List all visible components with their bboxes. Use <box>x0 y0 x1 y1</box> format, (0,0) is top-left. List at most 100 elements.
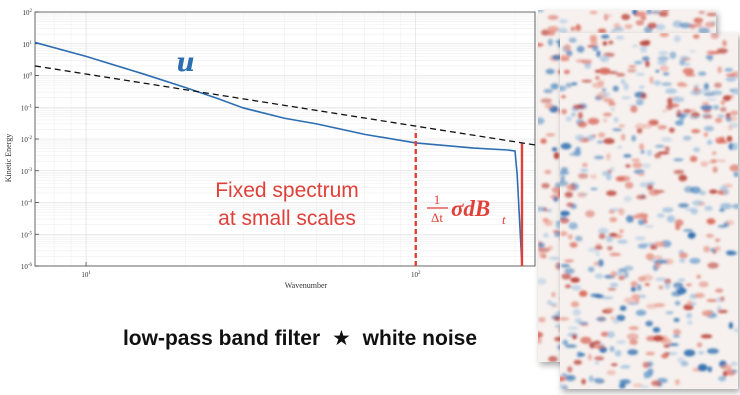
noise-blob <box>674 286 680 291</box>
noise-blob <box>603 13 609 21</box>
noise-blob <box>595 251 600 257</box>
noise-field-image-front <box>560 33 738 389</box>
noise-blob <box>631 135 636 142</box>
noise-blob <box>639 143 645 150</box>
noise-blob <box>720 185 728 191</box>
y-tick-exponent: -1 <box>28 104 33 109</box>
noise-blob <box>704 21 716 28</box>
noise-blob <box>727 124 733 131</box>
noise-field-front-pattern <box>560 33 738 389</box>
noise-blob <box>733 171 738 178</box>
y-tick-exponent: -5 <box>28 231 33 236</box>
noise-blob <box>664 146 670 152</box>
noise-blob <box>722 95 731 102</box>
noise-blob <box>571 285 582 291</box>
noise-blob <box>610 270 617 278</box>
noise-blob <box>694 23 703 28</box>
noise-blob <box>596 50 601 58</box>
noise-blob <box>703 125 715 132</box>
noise-blob <box>642 163 651 169</box>
noise-blob <box>658 51 669 55</box>
noise-blob <box>642 123 653 129</box>
noise-blob <box>538 242 545 248</box>
noise-blob <box>657 56 669 62</box>
noise-blob <box>678 252 688 259</box>
noise-blob <box>570 301 580 308</box>
noise-blob <box>587 353 592 361</box>
noise-blob <box>666 215 676 223</box>
noise-blob <box>580 168 589 172</box>
noise-blob <box>585 210 595 218</box>
formula-denominator: Δt <box>431 210 443 225</box>
noise-blob <box>661 82 672 87</box>
noise-blob <box>638 85 645 89</box>
noise-blob <box>628 326 639 331</box>
noise-blob <box>603 118 608 123</box>
noise-blob <box>594 273 604 279</box>
noise-blob <box>640 92 647 100</box>
noise-blob <box>568 222 578 230</box>
noise-blob <box>626 333 639 341</box>
noise-blob <box>619 305 627 311</box>
noise-blob <box>717 309 728 314</box>
noise-blob <box>560 317 570 321</box>
noise-blob <box>560 264 570 268</box>
noise-blob <box>594 378 605 384</box>
noise-blob <box>674 219 684 227</box>
noise-blob <box>621 133 626 141</box>
fixed-spectrum-line2: at small scales <box>218 207 356 230</box>
noise-blob <box>538 43 544 47</box>
noise-blob <box>693 17 704 24</box>
noise-blob <box>606 369 616 376</box>
noise-blob <box>630 281 638 287</box>
noise-blob <box>623 154 632 158</box>
noise-blob <box>538 331 543 338</box>
noise-blob <box>640 15 647 21</box>
noise-blob <box>606 190 617 196</box>
noise-blob <box>715 137 725 144</box>
noise-blob <box>560 180 569 187</box>
noise-blob <box>564 268 575 275</box>
noise-blob <box>589 34 598 42</box>
noise-blob <box>560 376 566 382</box>
noise-blob <box>643 376 650 379</box>
dashed-reference-line <box>34 65 536 146</box>
noise-blob <box>540 98 552 104</box>
noise-blob <box>728 322 733 329</box>
caption-right: white noise <box>362 327 478 350</box>
noise-blob <box>699 190 707 196</box>
noise-blob <box>582 162 588 168</box>
noise-blob <box>678 174 688 182</box>
noise-blob <box>682 135 692 141</box>
noise-blob <box>601 87 607 93</box>
noise-blob <box>655 69 660 73</box>
noise-blob <box>561 373 568 377</box>
noise-blob <box>665 311 674 315</box>
noise-blob <box>598 233 606 240</box>
noise-blob <box>578 173 589 179</box>
noise-blob <box>590 40 598 46</box>
noise-blob <box>674 379 680 386</box>
noise-blob <box>698 281 709 288</box>
noise-blob <box>708 56 713 62</box>
noise-blob <box>573 359 582 365</box>
noise-blob <box>543 232 549 238</box>
noise-blob <box>628 65 637 69</box>
noise-blob <box>665 88 677 94</box>
noise-blobs <box>560 33 738 389</box>
noise-blob <box>662 72 670 76</box>
noise-blob <box>675 224 681 231</box>
formula-body: σdB <box>451 196 490 221</box>
noise-blob <box>714 82 722 88</box>
noise-blob <box>563 69 570 75</box>
noise-blob <box>564 259 574 263</box>
noise-blob <box>700 161 709 167</box>
noise-blob <box>729 164 738 172</box>
noise-blob <box>701 310 713 317</box>
noise-blob <box>728 116 738 121</box>
noise-blob <box>664 281 671 290</box>
noise-blob <box>620 379 631 385</box>
noise-blob <box>662 109 667 113</box>
noise-blob <box>707 366 713 373</box>
